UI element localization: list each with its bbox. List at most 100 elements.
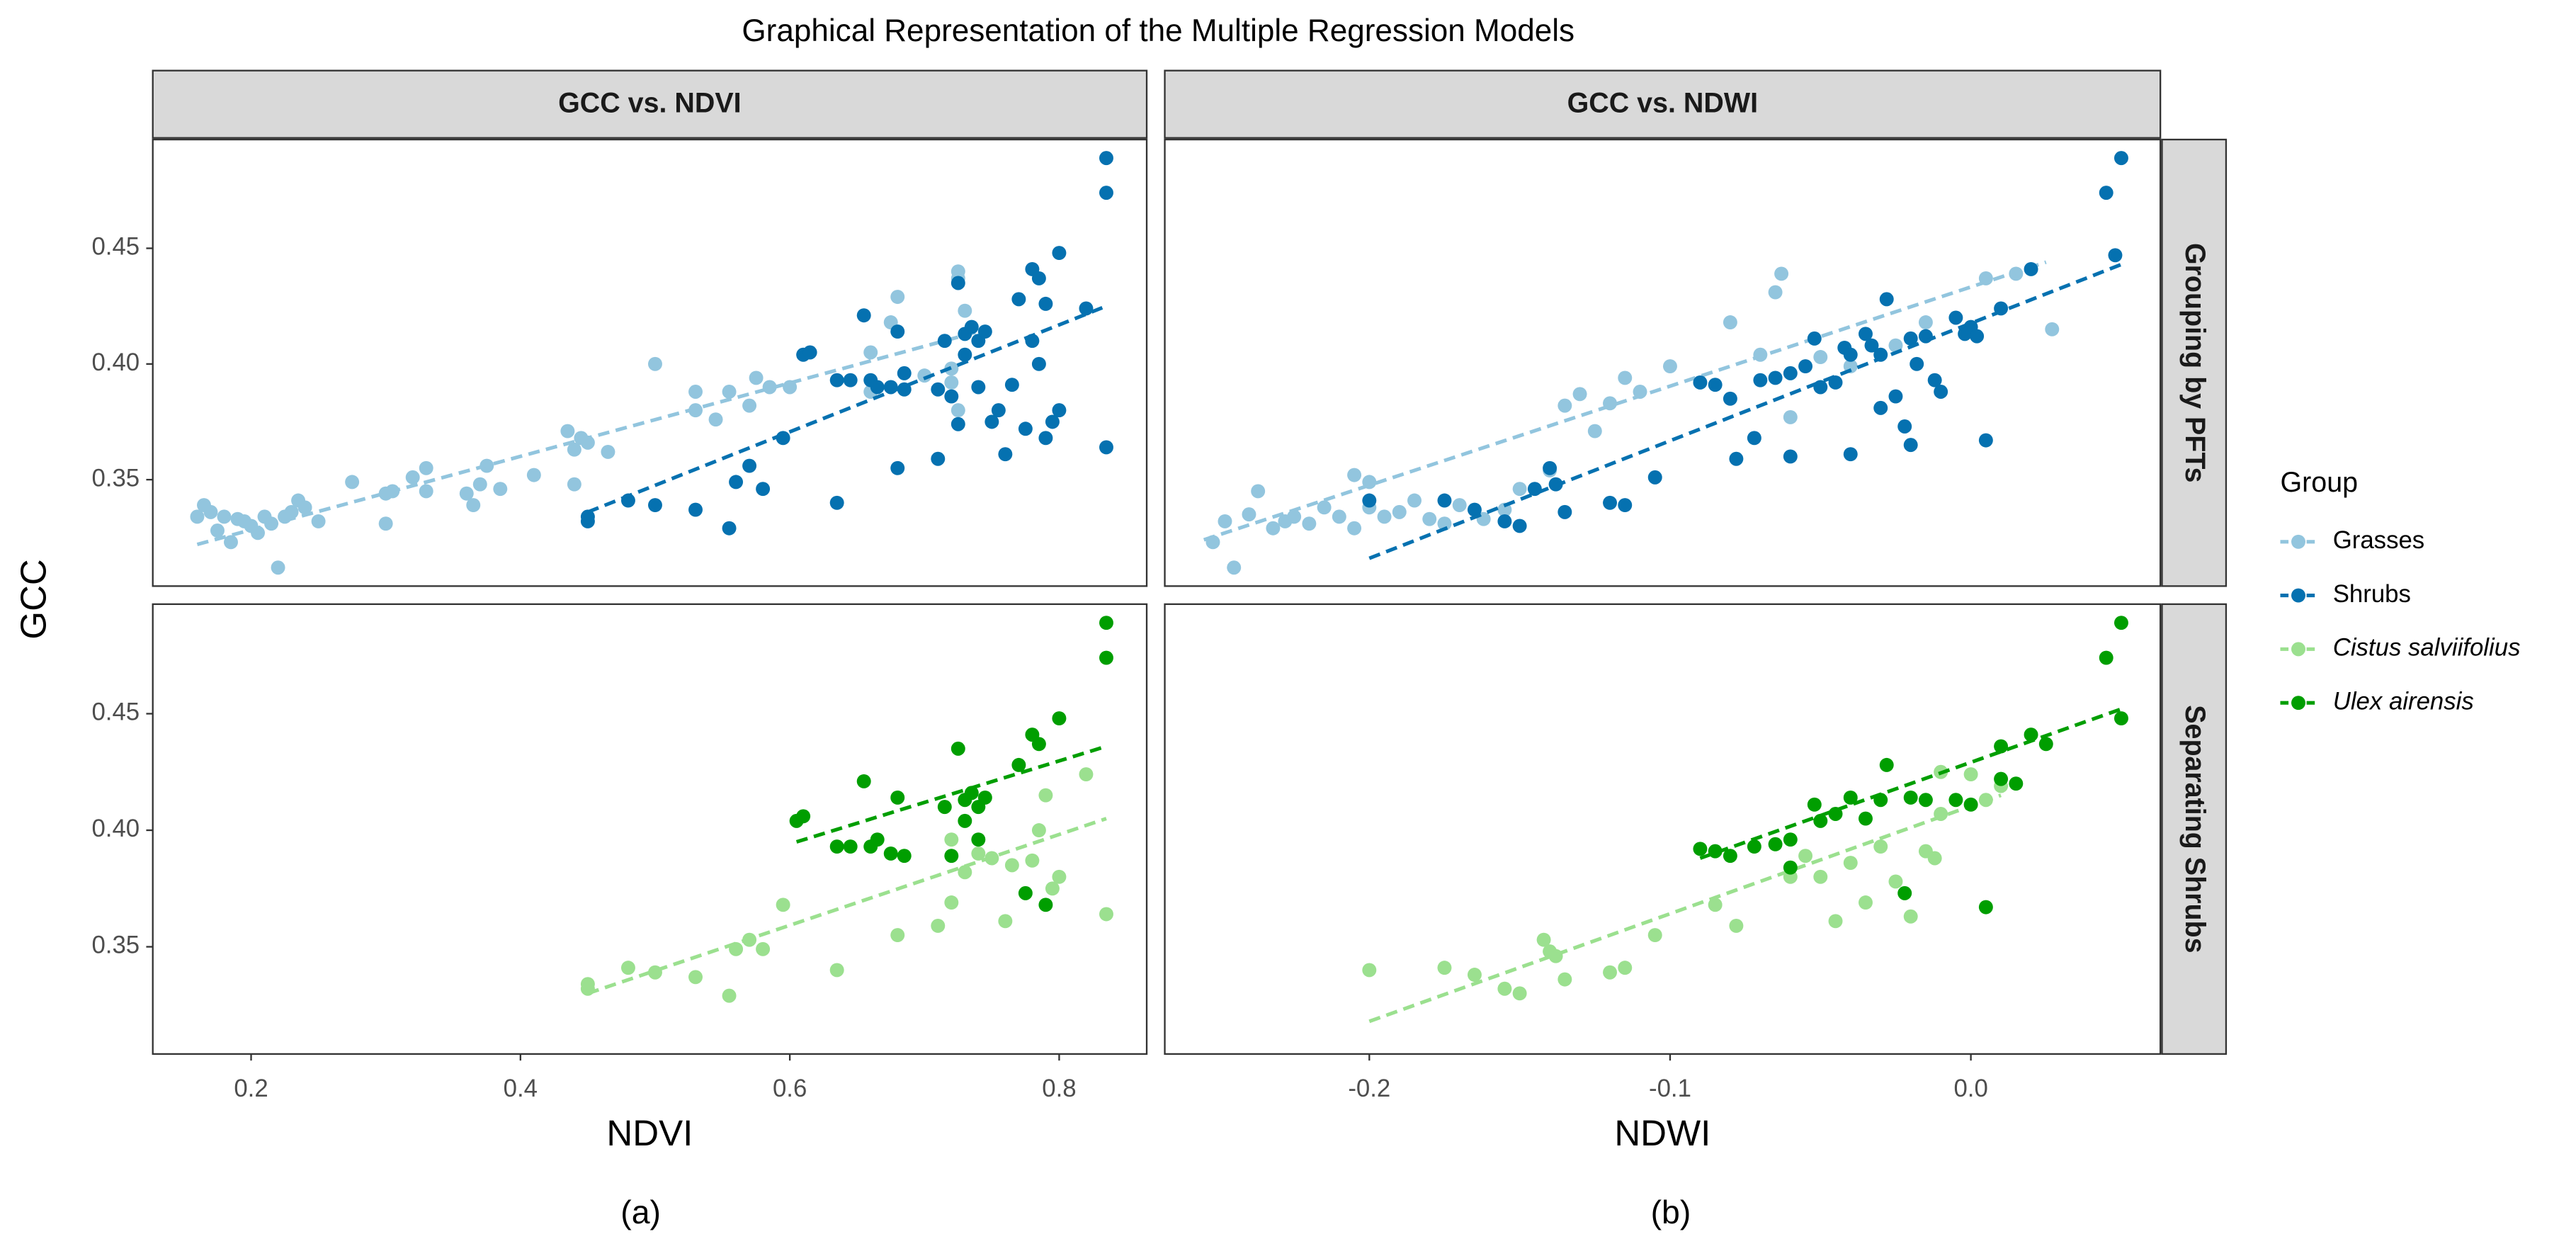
y-tick-label: 0.35	[91, 932, 140, 959]
point	[1859, 327, 1873, 341]
x-tick-label: -0.1	[1649, 1075, 1691, 1102]
point	[742, 398, 757, 413]
fit-line	[1699, 707, 2122, 860]
point	[1467, 502, 1482, 517]
point	[829, 839, 844, 854]
point	[1978, 433, 1993, 448]
point	[1783, 832, 1798, 847]
row-title: Separating Shrubs	[2179, 705, 2211, 953]
point	[944, 389, 959, 404]
legend-key-point	[2291, 588, 2305, 603]
point	[776, 898, 790, 912]
point	[958, 865, 972, 880]
strip	[2161, 138, 2228, 587]
point	[944, 895, 959, 910]
point	[1011, 292, 1026, 307]
point	[1603, 495, 1618, 510]
point	[1038, 788, 1053, 803]
point	[1708, 898, 1723, 912]
point	[931, 382, 946, 397]
point	[688, 970, 703, 985]
point	[1813, 813, 1828, 828]
point	[493, 482, 508, 497]
point	[1903, 331, 1918, 346]
point	[1099, 616, 1113, 630]
point	[1948, 310, 1963, 325]
point	[1873, 839, 1888, 854]
point	[1618, 961, 1633, 975]
point	[1052, 246, 1067, 261]
column-title: GCC vs. NDWI	[1567, 88, 1758, 119]
point	[1807, 331, 1822, 346]
point	[1723, 315, 1737, 329]
point	[1099, 907, 1113, 922]
point	[1918, 315, 1933, 329]
point	[1753, 373, 1768, 387]
point	[688, 502, 703, 517]
point	[1018, 885, 1033, 900]
point	[459, 486, 474, 501]
point	[1828, 914, 1843, 929]
point	[224, 535, 238, 550]
point	[2024, 728, 2038, 742]
point	[1747, 839, 1761, 854]
point	[883, 846, 898, 861]
point	[345, 475, 360, 489]
point	[210, 523, 225, 538]
point	[971, 380, 986, 395]
point	[466, 498, 481, 513]
point	[567, 442, 581, 457]
point	[1227, 560, 1242, 575]
point	[1437, 493, 1452, 508]
x-tick-label: 0.6	[773, 1075, 807, 1102]
fit-line	[1368, 793, 2002, 1024]
point	[1813, 869, 1828, 884]
point	[1407, 493, 1422, 508]
y-tick-label: 0.40	[91, 815, 140, 842]
point	[472, 477, 487, 492]
point	[1557, 398, 1572, 413]
point	[1079, 767, 1094, 782]
row-title: Grouping by PFTs	[2179, 243, 2211, 482]
point	[944, 849, 959, 864]
point	[1497, 502, 1512, 517]
point	[1031, 356, 1046, 371]
point	[1994, 771, 2009, 786]
point	[1332, 509, 1346, 524]
point	[1377, 509, 1392, 524]
panel	[1164, 603, 2162, 1055]
point	[1910, 356, 1924, 371]
point	[1004, 378, 1019, 392]
point	[1783, 409, 1798, 424]
point	[964, 319, 979, 334]
point	[863, 345, 878, 360]
legend-label: Ulex airensis	[2333, 688, 2474, 715]
point	[2009, 776, 2024, 791]
x-tick-label: 0.2	[234, 1075, 268, 1102]
point	[1362, 963, 1377, 978]
point	[971, 846, 986, 861]
y-tick-label: 0.45	[91, 699, 140, 726]
point	[1888, 874, 1903, 889]
point	[601, 444, 615, 459]
point	[951, 741, 965, 756]
point	[1783, 860, 1798, 875]
panel	[1164, 138, 2162, 587]
point	[971, 832, 986, 847]
point	[560, 424, 575, 438]
point	[1031, 271, 1046, 285]
point	[1729, 451, 1744, 466]
point	[2045, 322, 2060, 336]
point	[190, 509, 205, 524]
point	[890, 928, 905, 943]
point	[964, 786, 979, 800]
point	[937, 800, 952, 815]
x-tick-label: -0.2	[1348, 1075, 1390, 1102]
legend-label: Cistus salviifolius	[2333, 635, 2521, 662]
point	[1903, 438, 1918, 453]
x-axis-label: NDVI	[606, 1113, 693, 1153]
point	[1242, 507, 1256, 522]
point	[1536, 932, 1551, 947]
point	[1729, 918, 1744, 933]
